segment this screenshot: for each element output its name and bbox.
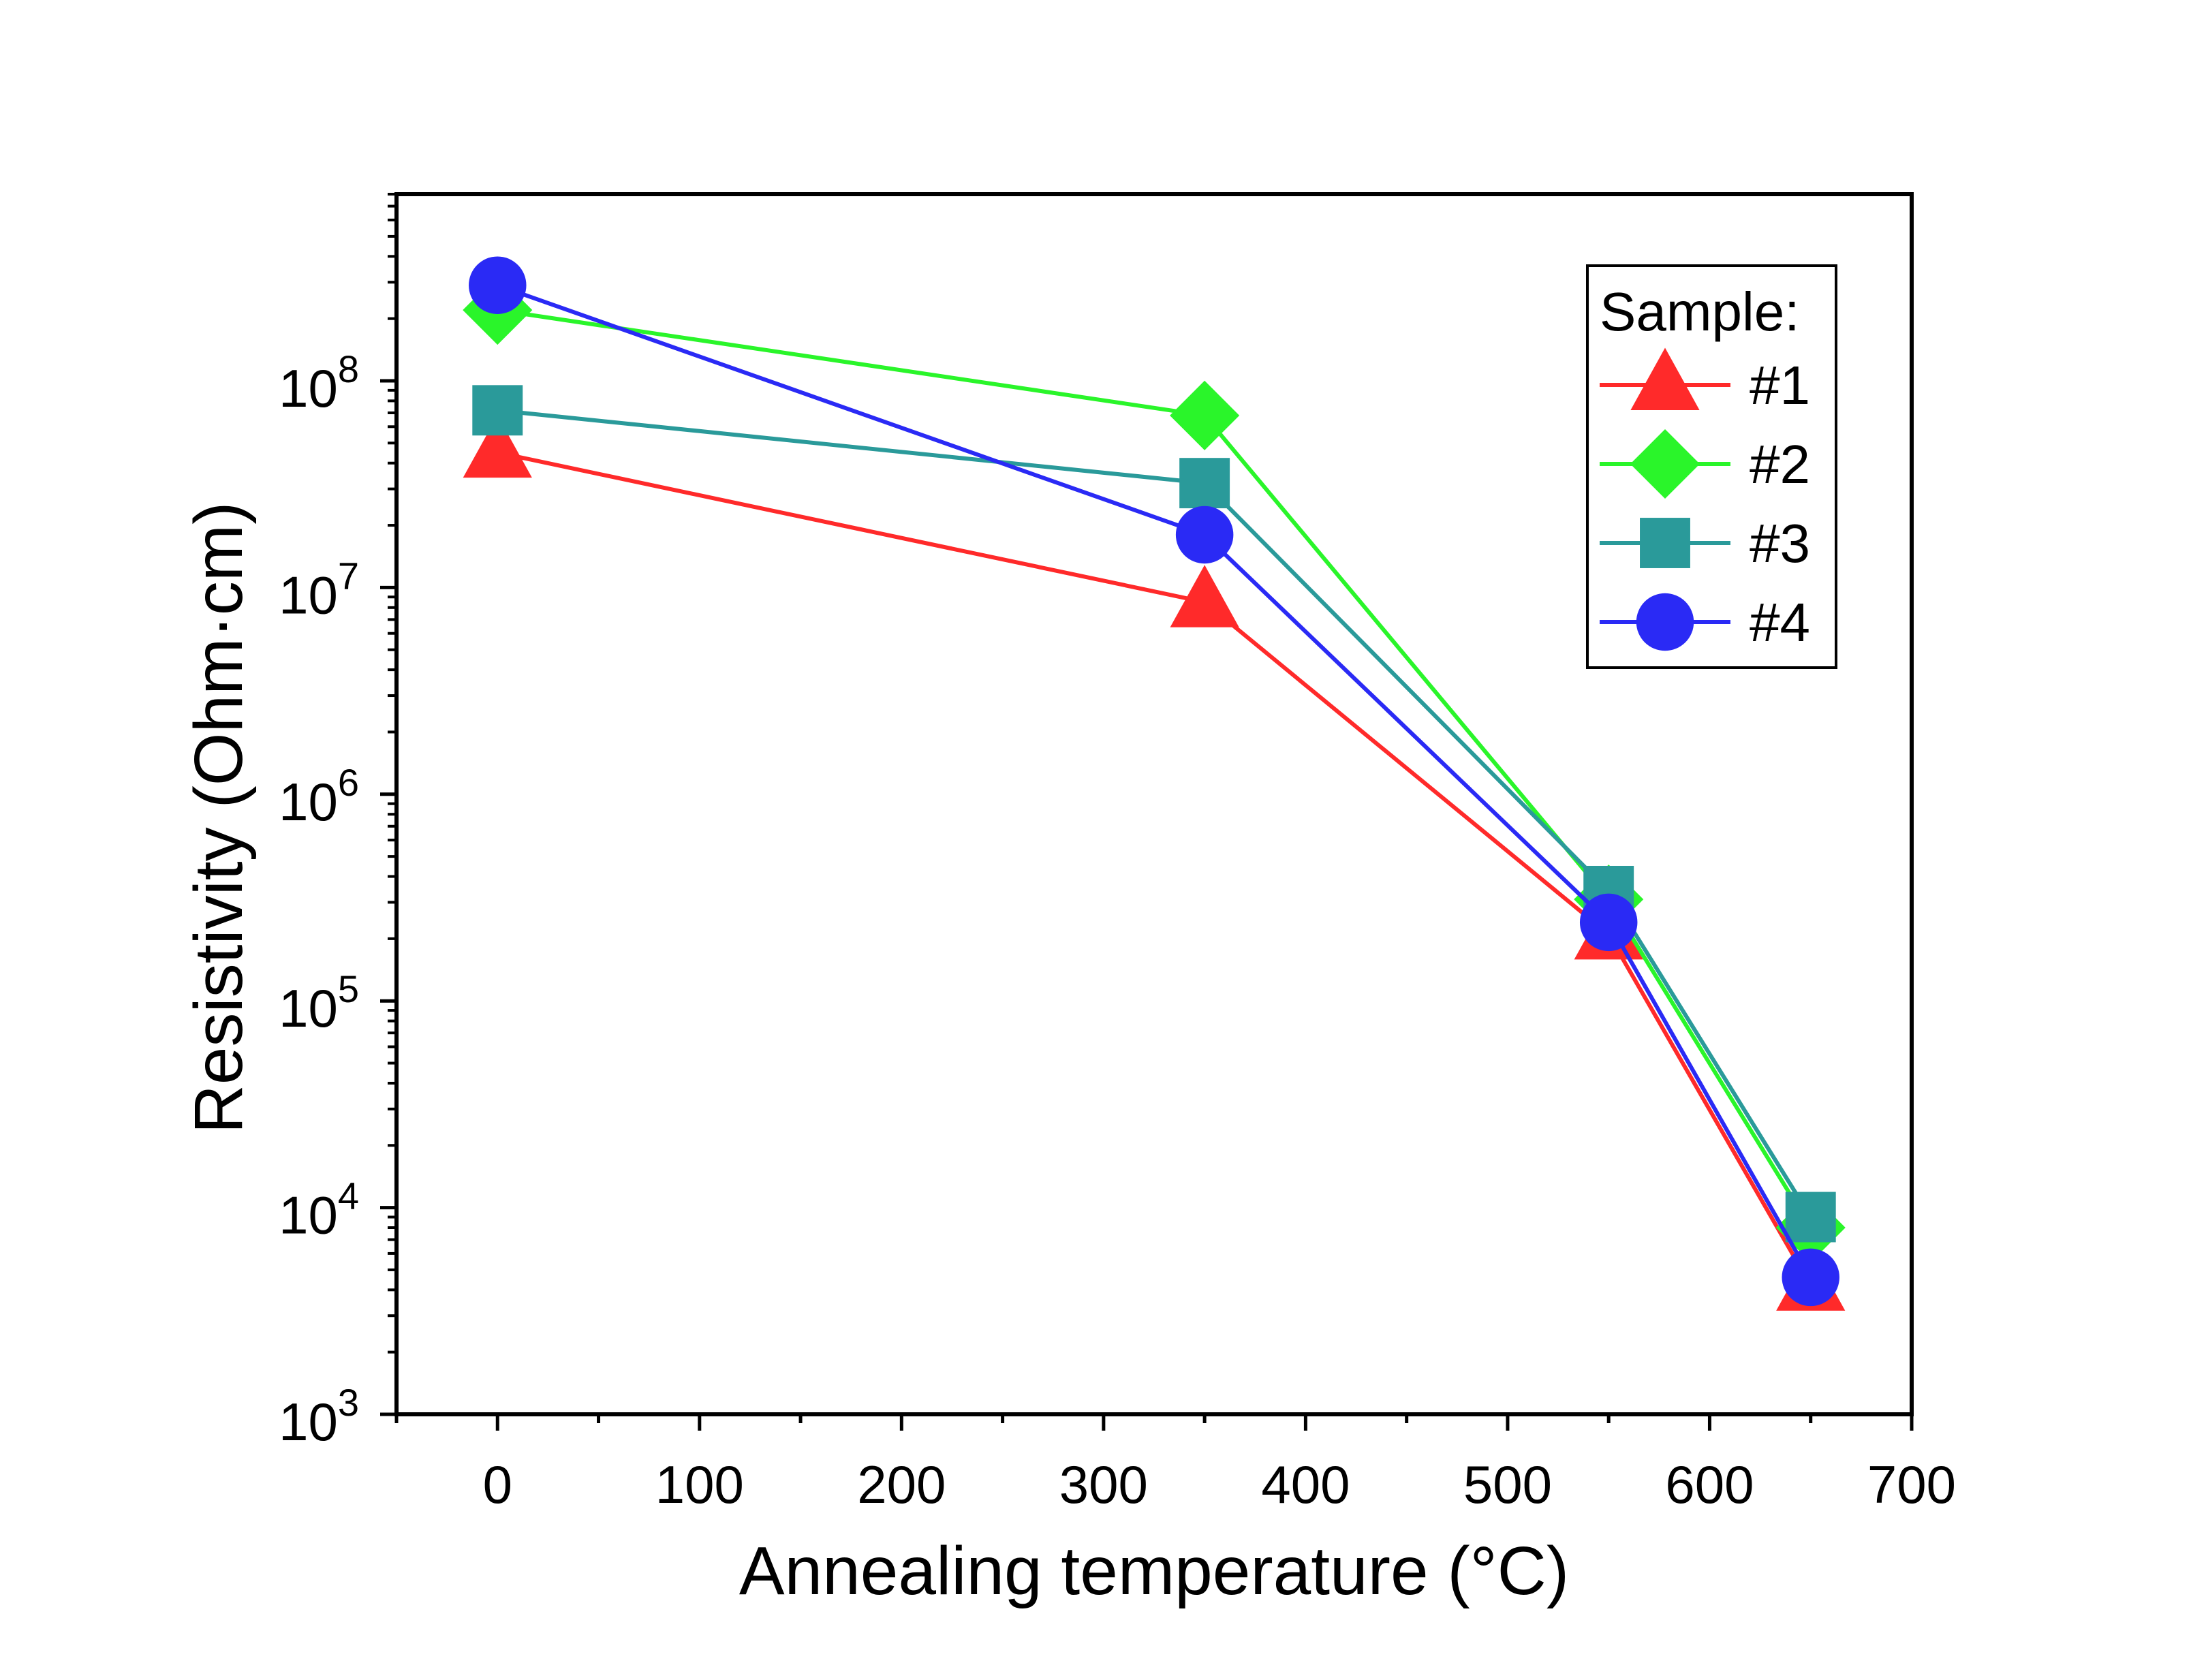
x-tick-label: 600 (1665, 1455, 1754, 1514)
y-axis-title: Resistivity (Ohm·cm) (181, 502, 257, 1134)
legend-marker (1636, 593, 1694, 651)
data-point (469, 256, 527, 314)
x-tick-label: 500 (1463, 1455, 1552, 1514)
x-axis-title: Annealing temperature (°C) (739, 1533, 1569, 1609)
data-point (1782, 1248, 1839, 1307)
x-tick-label: 400 (1261, 1455, 1350, 1514)
legend-label: #1 (1750, 355, 1810, 416)
data-point (1179, 458, 1230, 509)
y-tick-label: 106 (279, 761, 359, 832)
data-point (472, 385, 523, 436)
legend-marker (1630, 347, 1700, 410)
legend-label: #3 (1750, 513, 1810, 574)
x-tick-label: 100 (655, 1455, 744, 1514)
legend-title: Sample: (1600, 281, 1799, 342)
y-tick-label: 108 (279, 347, 359, 418)
series-line (497, 283, 1813, 1279)
legend-marker (1640, 518, 1690, 568)
x-tick-label: 0 (483, 1455, 512, 1514)
legend: Sample: #1 #2 #3 #4 (1586, 264, 1837, 669)
y-tick-label: 103 (279, 1381, 359, 1452)
series-3 (472, 385, 1836, 1243)
series-line (497, 308, 1813, 1229)
data-point (1785, 1192, 1836, 1243)
data-point (1170, 380, 1240, 450)
series-line (497, 408, 1813, 1219)
series-line (497, 450, 1813, 1287)
series-4 (469, 256, 1839, 1307)
x-axis: 0 100 200 300 400 500 600 700 (394, 1414, 1956, 1514)
data-point (1579, 893, 1638, 952)
legend-item: #2 (1600, 429, 1810, 499)
plot-series (463, 256, 1846, 1311)
data-point (1170, 565, 1239, 627)
y-tick-label: 107 (279, 554, 359, 625)
legend-item: #4 (1600, 592, 1810, 653)
x-tick-label: 700 (1867, 1455, 1956, 1514)
x-tick-label: 300 (1059, 1455, 1148, 1514)
data-point (1175, 505, 1234, 564)
legend-label: #2 (1750, 434, 1810, 495)
legend-item: #3 (1600, 513, 1810, 574)
data-point (463, 415, 532, 478)
legend-marker (1630, 429, 1700, 499)
y-tick-label: 105 (279, 967, 359, 1038)
legend-box (1586, 264, 1837, 669)
x-tick-label: 200 (857, 1455, 946, 1514)
y-tick-label: 104 (279, 1175, 359, 1245)
legend-item: #1 (1600, 347, 1810, 416)
y-axis: 103 104 105 106 107 108 (279, 193, 397, 1452)
legend-label: #4 (1750, 592, 1810, 653)
